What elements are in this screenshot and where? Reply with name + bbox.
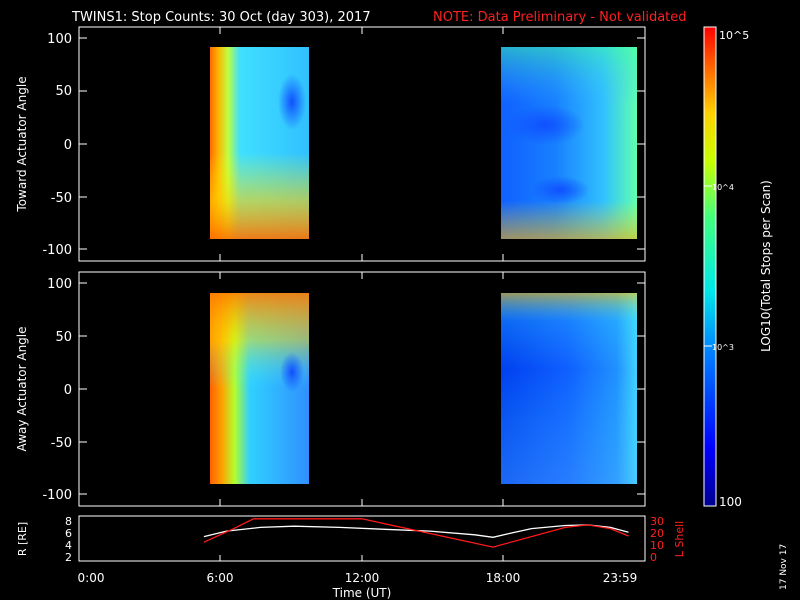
y-ticks-away: 100 50 0 -50 -100 [42, 277, 72, 503]
x-tick-label: 18:00 [486, 571, 521, 585]
x-tick-label: 23:59 [603, 571, 638, 585]
heatmap-overlay [501, 293, 637, 484]
y-tick-label: 50 [55, 84, 72, 99]
y-tick-label: 0 [64, 383, 72, 398]
y-tick-label: 4 [65, 539, 72, 552]
y-tick-label: -50 [51, 436, 72, 451]
y-tick-label: 8 [65, 515, 72, 528]
y-tick-label: 0 [64, 138, 72, 153]
y-axis-label-r: R [RE] [16, 522, 29, 556]
series-line-lshell [203, 518, 629, 548]
heatmap-panel-toward [210, 47, 637, 239]
heatmap-feature [530, 176, 590, 204]
y-tick-label: 100 [47, 32, 72, 47]
x-tick-label: 6:00 [207, 571, 234, 585]
colorbar-ticks [704, 185, 712, 347]
orbit-lines [203, 518, 629, 548]
x-tick-label: 0:00 [78, 571, 105, 585]
y-ticks-toward: 100 50 0 -50 -100 [42, 32, 72, 258]
heatmap-panel-away [210, 293, 637, 484]
x-axis-label: Time (UT) [332, 586, 392, 600]
heatmap-overlay [501, 47, 637, 239]
panel-frame-orbit [78, 515, 646, 562]
y-axis-label-toward: Toward Actuator Angle [15, 76, 29, 212]
colorbar-tick-labels: 10^5 10^4 10^3 100 [712, 29, 749, 509]
y-tick-label: 0 [650, 551, 657, 564]
colorbar-tick-max: 10^5 [719, 29, 749, 42]
date-stamp: 17 Nov 17 [779, 544, 789, 590]
y-tick-label: 50 [55, 330, 72, 345]
heatmap-feature [280, 352, 304, 392]
y-tick-label: 20 [650, 527, 664, 540]
y-tick-label: 100 [47, 277, 72, 292]
y-tick-label: -100 [42, 243, 72, 258]
colorbar [703, 26, 717, 507]
y-axis-label-away: Away Actuator Angle [15, 326, 29, 451]
preliminary-note: NOTE: Data Preliminary - Not validated [433, 10, 687, 25]
y-tick-label: 2 [65, 551, 72, 564]
heatmap-feature [278, 74, 306, 130]
y-axis-label-lshell: L Shell [673, 521, 686, 557]
y-ticks-lshell: 30 20 10 0 [650, 515, 664, 564]
colorbar-tick-min: 100 [719, 495, 742, 509]
y-tick-label: -100 [42, 488, 72, 503]
heatmap-feature [505, 105, 585, 145]
y-tick-marks [79, 37, 645, 495]
colorbar-label: LOG10(Total Stops per Scan) [759, 180, 773, 352]
y-tick-label: 6 [65, 527, 72, 540]
y-tick-label: -50 [51, 191, 72, 206]
x-tick-marks [219, 27, 504, 561]
x-ticks: 0:00 6:00 12:00 18:00 23:59 [78, 571, 638, 585]
colorbar-tick: 10^4 [712, 183, 734, 192]
chart-title: TWINS1: Stop Counts: 30 Oct (day 303), 2… [71, 10, 371, 25]
y-ticks-r: 8 6 4 2 [65, 515, 72, 564]
y-tick-label: 30 [650, 515, 664, 528]
colorbar-tick: 10^3 [712, 343, 734, 352]
x-tick-label: 12:00 [345, 571, 380, 585]
y-tick-label: 10 [650, 539, 664, 552]
